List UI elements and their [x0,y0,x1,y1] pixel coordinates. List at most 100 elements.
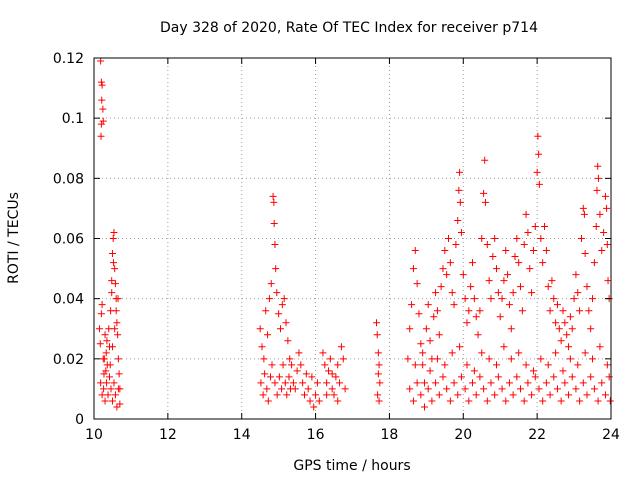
data-point [489,253,497,261]
data-point [289,379,297,387]
data-point [587,325,595,333]
data-point [339,355,347,363]
data-point [99,117,107,125]
y-tick-label: 0 [75,412,84,428]
data-point [542,379,550,387]
data-point [270,219,278,227]
data-point [524,228,532,236]
data-point [111,265,119,273]
data-point [424,385,432,393]
data-point [96,340,104,348]
data-point [456,168,464,176]
data-point [576,307,584,315]
data-point [553,301,561,309]
data-point [568,325,576,333]
data-point [478,235,486,242]
data-point [273,289,281,297]
data-point [559,367,567,375]
data-point [448,349,456,357]
data-point [376,379,384,387]
data-point [457,228,465,236]
data-point [457,373,465,381]
data-point [326,355,334,363]
data-point [557,337,565,345]
data-point [592,222,600,230]
data-point [102,367,110,375]
data-point [445,235,453,242]
data-point [565,343,573,351]
data-point [404,355,412,363]
data-point [574,289,582,297]
data-point [463,361,471,369]
data-point [297,361,305,369]
data-point [375,397,383,405]
data-point [605,373,613,381]
data-point [110,259,118,267]
data-point [409,265,417,273]
data-point [267,280,275,288]
data-point [535,180,543,188]
data-point [469,259,477,267]
data-point [108,343,116,351]
data-point [480,385,488,393]
data-point [293,367,301,375]
data-point [535,385,543,393]
data-point [454,391,462,399]
chart-title: Day 328 of 2020, Rate Of TEC Index for r… [160,20,538,36]
data-point [261,370,269,378]
data-point [448,289,456,297]
data-point [406,325,414,333]
data-point [526,265,534,273]
data-point [485,355,493,363]
data-point [272,265,280,273]
data-point [271,241,279,249]
data-point [312,391,320,399]
data-point [114,295,122,303]
data-point [606,397,614,405]
axis-ticks: 10 12 14 16 18 20 22 24 0 0.02 0.04 0.06 0.08 0.1 0.12 [53,51,620,443]
data-point [98,391,106,399]
data-point [517,385,525,393]
data-point [286,355,294,363]
data-point [493,265,501,273]
data-point [439,373,447,381]
x-axis-label: GPS time / hours [293,458,410,474]
data-point [572,271,580,279]
data-point [500,343,508,351]
data-point [472,391,480,399]
data-point [100,385,108,393]
data-point [520,241,528,249]
data-point [428,397,436,405]
data-point [518,307,526,315]
data-point [96,325,104,333]
x-tick-label: 18 [381,427,399,443]
data-point [470,367,478,375]
data-point [113,319,121,327]
data-point [505,379,513,387]
data-point [590,259,598,267]
data-point [583,391,591,399]
data-point [330,391,338,399]
data-point [504,271,512,279]
data-point [474,331,482,339]
data-point [493,361,501,369]
data-point [336,379,344,387]
y-tick-label: 0.04 [53,292,84,308]
data-point [544,361,552,369]
data-point [476,373,484,381]
data-point [374,349,382,357]
data-point [491,235,499,242]
data-point [411,247,419,255]
data-point [581,349,589,357]
data-point [522,210,530,218]
y-tick-label: 0.08 [53,171,84,187]
data-point [585,307,593,315]
data-point [105,325,113,333]
data-point [373,319,381,327]
data-point [116,400,124,408]
y-tick-label: 0.02 [53,352,84,368]
data-point [435,331,443,339]
data-point [337,343,345,351]
x-tick-label: 20 [454,427,472,443]
data-point [559,307,567,315]
